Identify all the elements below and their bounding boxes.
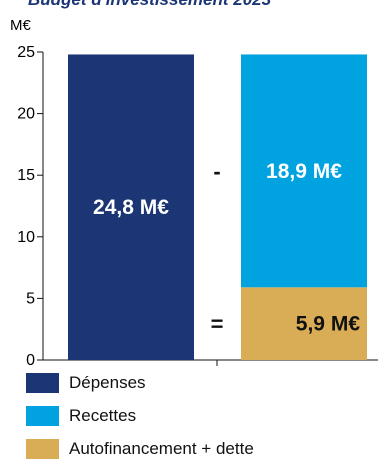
- legend-label: Recettes: [69, 406, 137, 425]
- bar-value-label: 18,9 M€: [266, 160, 342, 183]
- y-tick-label: 15: [17, 167, 35, 184]
- chart-legend: Dépenses Recettes Autofinancement + dette: [26, 373, 254, 472]
- bar-autofinancement-dette: [241, 287, 367, 360]
- legend-swatch: [26, 439, 59, 459]
- operator-symbol: =: [211, 312, 224, 337]
- bar-d-penses: [68, 54, 194, 361]
- legend-item: Recettes: [26, 406, 254, 426]
- y-tick-label: 5: [26, 290, 35, 307]
- legend-label: Dépenses: [69, 373, 146, 392]
- y-tick-label: 10: [17, 229, 35, 246]
- bar-recettes: [241, 54, 367, 288]
- y-axis-unit: M€: [10, 17, 31, 34]
- legend-item: Autofinancement + dette: [26, 439, 254, 459]
- bar-value-label: 5,9 M€: [296, 313, 361, 336]
- y-tick-label: 0: [26, 352, 35, 369]
- bar-value-label: 24,8 M€: [93, 196, 169, 219]
- legend-item: Dépenses: [26, 373, 254, 393]
- y-tick-label: 20: [17, 106, 35, 123]
- investment-budget-chart: M€ 0 5 10 15 20 25 24,8 M€ 5,9 M€ 18,9 M€ - =: [10, 17, 378, 369]
- legend-label: Autofinancement + dette: [69, 439, 254, 458]
- chart-title: Budget d'investissement 2023: [28, 0, 271, 10]
- legend-swatch: [26, 373, 59, 393]
- operator-symbol: -: [213, 159, 220, 184]
- y-tick-label: 25: [17, 44, 35, 61]
- legend-swatch: [26, 406, 59, 426]
